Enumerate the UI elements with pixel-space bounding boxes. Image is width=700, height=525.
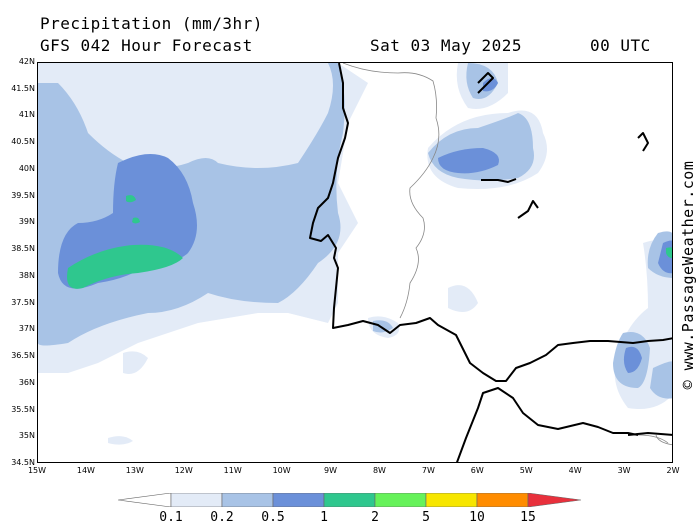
latitude-label: 42N [18,57,35,66]
longitude-label: 15W [27,466,47,475]
legend-swatch [374,493,427,507]
latitude-label: 40.5N [11,137,35,147]
legend-value-label: 0.2 [210,510,234,525]
precipitation-map [38,63,672,462]
longitude-label: 5W [519,466,533,475]
latitude-label: 38N [18,270,35,280]
longitude-label: 14W [76,466,95,475]
longitude-label: 9W [324,466,338,475]
forecast-time: 00 UTC [590,36,651,55]
coastline [309,63,672,462]
latitude-label: 36N [18,377,35,387]
legend-swatch [323,493,376,507]
latitude-label: 41.5N [11,83,35,93]
country-borders [342,63,672,446]
latitude-label: 41N [18,110,35,120]
legend-value-label: 0.1 [159,510,183,525]
credit-watermark: © www.PassageWeather.com [679,160,697,390]
legend-swatch [425,493,478,507]
forecast-date: Sat 03 May 2025 [370,36,522,55]
legend-value-label: 2 [371,510,379,525]
color-legend [118,493,582,507]
latitude-label: 37.5N [11,297,35,307]
longitude-label: 2W [666,466,680,475]
longitude-label: 11W [223,466,242,475]
latitude-label: 40N [18,163,35,173]
latitude-label: 39.5N [11,190,35,200]
legend-value-label: 5 [422,510,430,525]
longitude-label: 7W [421,466,435,475]
latitude-label: 34.5N [11,458,35,467]
map-title: Precipitation (mm/3hr) [40,14,263,33]
longitude-label: 8W [372,466,386,475]
legend-value-label: 0.5 [261,510,285,525]
latitude-label: 36.5N [11,351,35,361]
legend-value-label: 10 [469,510,485,525]
legend-swatch [476,493,529,507]
longitude-label: 13W [125,466,144,475]
longitude-label: 4W [568,466,582,475]
forecast-subtitle: GFS 042 Hour Forecast [40,36,253,55]
legend-swatch [272,493,325,507]
legend-arrow-high [527,493,582,507]
longitude-label: 6W [470,466,484,475]
legend-arrow-low [118,493,172,507]
longitude-label: 12W [174,466,193,475]
latitude-label: 37N [18,324,35,334]
legend-value-label: 15 [520,510,536,525]
map-panel [37,62,673,463]
latitude-label: 38.5N [11,244,35,254]
latitude-label: 39N [18,217,35,227]
longitude-label: 10W [272,466,291,475]
legend-swatch [221,493,274,507]
latitude-label: 35.5N [11,404,35,414]
latitude-label: 35N [18,431,35,441]
longitude-label: 3W [617,466,631,475]
precip-intense [67,195,672,289]
legend-value-label: 1 [320,510,328,525]
legend-swatch [170,493,223,507]
